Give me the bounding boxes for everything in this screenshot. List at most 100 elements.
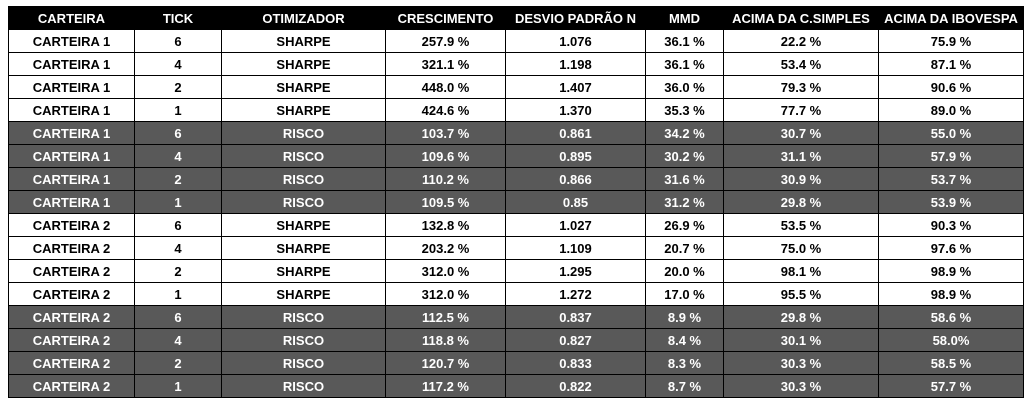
cell-acima-ibovespa: 55.0 % [878, 121, 1024, 145]
cell-tick: 2 [134, 75, 222, 99]
cell-tick: 4 [134, 52, 222, 76]
cell-desvio-padrao: 1.295 [505, 259, 646, 283]
cell-crescimento: 109.5 % [385, 190, 506, 214]
cell-acima-csimples: 29.8 % [723, 190, 879, 214]
cell-desvio-padrao: 0.837 [505, 305, 646, 329]
cell-acima-ibovespa: 90.3 % [878, 213, 1024, 237]
cell-mmd: 36.1 % [645, 52, 724, 76]
cell-acima-ibovespa: 90.6 % [878, 75, 1024, 99]
header-acima-csimples: ACIMA DA C.SIMPLES [723, 6, 879, 30]
table-row: CARTEIRA 1 2 RISCO 110.2 % 0.866 31.6 % 30.9 %… [8, 167, 1024, 191]
cell-crescimento: 112.5 % [385, 305, 506, 329]
cell-acima-csimples: 98.1 % [723, 259, 879, 283]
cell-mmd: 31.6 % [645, 167, 724, 191]
table-row: CARTEIRA 1 1 SHARPE 424.6 % 1.370 35.3 % 77.7 … [8, 98, 1024, 122]
cell-otimizador: RISCO [221, 305, 386, 329]
cell-mmd: 8.4 % [645, 328, 724, 352]
cell-mmd: 8.9 % [645, 305, 724, 329]
cell-desvio-padrao: 1.027 [505, 213, 646, 237]
cell-crescimento: 110.2 % [385, 167, 506, 191]
header-tick: TICK [134, 6, 222, 30]
cell-acima-csimples: 30.3 % [723, 374, 879, 398]
table-row: CARTEIRA 1 1 RISCO 109.5 % 0.85 31.2 % 29.8 % 5… [8, 190, 1024, 214]
header-acima-ibovespa: ACIMA DA IBOVESPA [878, 6, 1024, 30]
cell-desvio-padrao: 0.861 [505, 121, 646, 145]
cell-acima-ibovespa: 53.9 % [878, 190, 1024, 214]
cell-acima-csimples: 77.7 % [723, 98, 879, 122]
table-row: CARTEIRA 2 2 SHARPE 312.0 % 1.295 20.0 % 98.1 … [8, 259, 1024, 283]
cell-acima-ibovespa: 97.6 % [878, 236, 1024, 260]
cell-mmd: 17.0 % [645, 282, 724, 306]
cell-crescimento: 118.8 % [385, 328, 506, 352]
cell-desvio-padrao: 1.407 [505, 75, 646, 99]
cell-tick: 4 [134, 144, 222, 168]
cell-acima-csimples: 29.8 % [723, 305, 879, 329]
cell-desvio-padrao: 1.198 [505, 52, 646, 76]
cell-otimizador: SHARPE [221, 282, 386, 306]
cell-otimizador: RISCO [221, 167, 386, 191]
cell-desvio-padrao: 0.85 [505, 190, 646, 214]
cell-crescimento: 103.7 % [385, 121, 506, 145]
cell-acima-ibovespa: 58.6 % [878, 305, 1024, 329]
header-otimizador: OTIMIZADOR [221, 6, 386, 30]
cell-acima-csimples: 79.3 % [723, 75, 879, 99]
cell-otimizador: SHARPE [221, 98, 386, 122]
cell-otimizador: RISCO [221, 190, 386, 214]
cell-carteira: CARTEIRA 1 [8, 190, 135, 214]
cell-acima-ibovespa: 57.9 % [878, 144, 1024, 168]
cell-mmd: 30.2 % [645, 144, 724, 168]
cell-mmd: 8.3 % [645, 351, 724, 375]
cell-desvio-padrao: 1.272 [505, 282, 646, 306]
cell-otimizador: RISCO [221, 144, 386, 168]
cell-mmd: 36.1 % [645, 29, 724, 53]
cell-mmd: 31.2 % [645, 190, 724, 214]
cell-mmd: 20.7 % [645, 236, 724, 260]
cell-acima-csimples: 53.5 % [723, 213, 879, 237]
cell-acima-ibovespa: 75.9 % [878, 29, 1024, 53]
header-row: CARTEIRA TICK OTIMIZADOR CRESCIMENTO DES… [8, 6, 1024, 30]
cell-tick: 6 [134, 29, 222, 53]
cell-desvio-padrao: 1.076 [505, 29, 646, 53]
table-row: CARTEIRA 2 6 RISCO 112.5 % 0.837 8.9 % 29.8 % 5… [8, 305, 1024, 329]
cell-crescimento: 109.6 % [385, 144, 506, 168]
cell-tick: 4 [134, 328, 222, 352]
cell-acima-ibovespa: 58.0% [878, 328, 1024, 352]
cell-tick: 1 [134, 374, 222, 398]
cell-acima-csimples: 30.7 % [723, 121, 879, 145]
cell-tick: 2 [134, 259, 222, 283]
cell-mmd: 35.3 % [645, 98, 724, 122]
cell-tick: 6 [134, 305, 222, 329]
table-row: CARTEIRA 2 2 RISCO 120.7 % 0.833 8.3 % 30.3 % 5… [8, 351, 1024, 375]
table-row: CARTEIRA 1 4 RISCO 109.6 % 0.895 30.2 % 31.1 %… [8, 144, 1024, 168]
cell-crescimento: 312.0 % [385, 259, 506, 283]
cell-acima-ibovespa: 98.9 % [878, 259, 1024, 283]
cell-otimizador: RISCO [221, 374, 386, 398]
header-carteira: CARTEIRA [8, 6, 135, 30]
cell-carteira: CARTEIRA 2 [8, 351, 135, 375]
header-crescimento: CRESCIMENTO [385, 6, 506, 30]
cell-carteira: CARTEIRA 1 [8, 144, 135, 168]
cell-otimizador: RISCO [221, 121, 386, 145]
cell-acima-ibovespa: 89.0 % [878, 98, 1024, 122]
cell-mmd: 20.0 % [645, 259, 724, 283]
cell-mmd: 8.7 % [645, 374, 724, 398]
cell-otimizador: SHARPE [221, 75, 386, 99]
cell-acima-csimples: 30.9 % [723, 167, 879, 191]
table-body: CARTEIRA 1 6 SHARPE 257.9 % 1.076 36.1 % 22.2 … [8, 29, 1024, 398]
cell-tick: 4 [134, 236, 222, 260]
table-row: CARTEIRA 2 4 SHARPE 203.2 % 1.109 20.7 % 75.0 … [8, 236, 1024, 260]
cell-crescimento: 120.7 % [385, 351, 506, 375]
table-header: CARTEIRA TICK OTIMIZADOR CRESCIMENTO DES… [8, 6, 1024, 30]
cell-carteira: CARTEIRA 2 [8, 259, 135, 283]
cell-acima-csimples: 95.5 % [723, 282, 879, 306]
cell-acima-ibovespa: 53.7 % [878, 167, 1024, 191]
cell-carteira: CARTEIRA 1 [8, 29, 135, 53]
cell-carteira: CARTEIRA 1 [8, 52, 135, 76]
cell-otimizador: RISCO [221, 351, 386, 375]
cell-otimizador: SHARPE [221, 29, 386, 53]
cell-tick: 2 [134, 167, 222, 191]
cell-acima-csimples: 53.4 % [723, 52, 879, 76]
cell-tick: 1 [134, 190, 222, 214]
table-row: CARTEIRA 1 4 SHARPE 321.1 % 1.198 36.1 % 53.4 … [8, 52, 1024, 76]
cell-otimizador: SHARPE [221, 236, 386, 260]
